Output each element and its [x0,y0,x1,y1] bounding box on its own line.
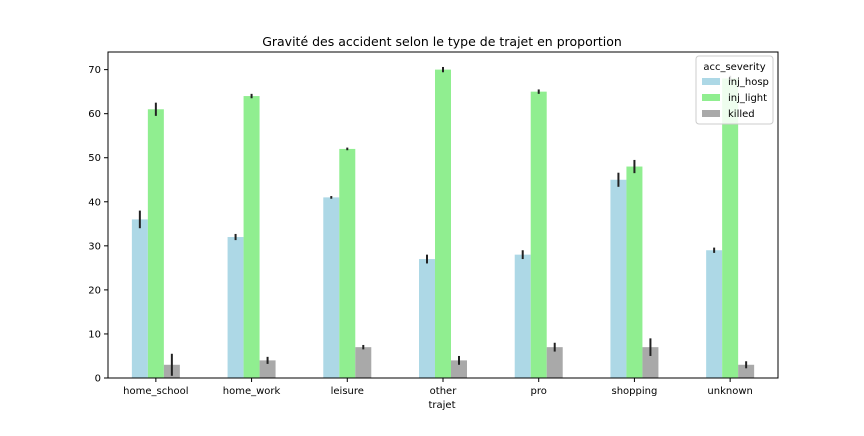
x-tick-label: unknown [707,386,752,397]
bar-killed-leisure [355,347,372,378]
chart-title: Gravité des accident selon le type de tr… [262,34,622,49]
bars-layer [131,66,755,379]
bar-killed-other [451,360,467,378]
x-tick-label: leisure [331,386,364,397]
y-tick-label: 20 [88,285,101,296]
x-tick-label: home_work [223,386,281,397]
legend-label-killed: killed [728,109,755,120]
bar-inj_light-home_school [147,109,164,379]
legend-box [695,55,774,125]
bar-inj_hosp-home_work [227,237,244,378]
x-tick-label: other [430,386,458,397]
x-tick-label: shopping [612,386,658,397]
bar-inj_hosp-unknown [706,250,723,378]
bar-inj_light-pro [530,91,547,378]
bar-killed-pro [546,347,563,378]
y-tick-label: 70 [88,65,101,76]
y-tick-label: 0 [95,374,101,385]
x-tick-label: pro [531,386,547,397]
legend-label-inj_light: inj_light [728,93,767,104]
x-axis-label: trajet [428,400,455,411]
bar-inj_hosp-other [419,259,435,378]
legend-swatch-inj_light [702,94,720,101]
bar-inj_light-other [435,69,451,379]
y-tick-label: 30 [88,241,101,252]
bar-inj_light-unknown [722,78,739,378]
bar-inj_hosp-pro [514,254,531,378]
bar-inj_light-leisure [339,148,356,378]
bar-inj_light-home_work [243,96,260,379]
legend-swatch-inj_hosp [702,78,720,85]
bar-killed-unknown [738,364,755,378]
bar-inj_hosp-leisure [323,197,340,378]
y-tick-label: 10 [88,329,101,340]
legend-label-inj_hosp: inj_hosp [728,77,769,88]
y-tick-label: 40 [88,197,101,208]
axes-layer: 0 10 20 30 40 50 60 70 home_school home_work leisu… [88,51,779,397]
bar-killed-shopping [642,347,659,378]
legend-swatch-killed [702,110,720,117]
legend-title: acc_severity [703,62,765,73]
bar-inj_hosp-home_school [131,219,148,378]
bar-inj_light-shopping [626,166,643,378]
y-tick-label: 60 [88,109,101,120]
x-tick-label: home_school [123,386,188,397]
bar-killed-home_work [259,360,276,378]
bar-inj_hosp-shopping [610,179,627,378]
y-tick-label: 50 [88,153,101,164]
